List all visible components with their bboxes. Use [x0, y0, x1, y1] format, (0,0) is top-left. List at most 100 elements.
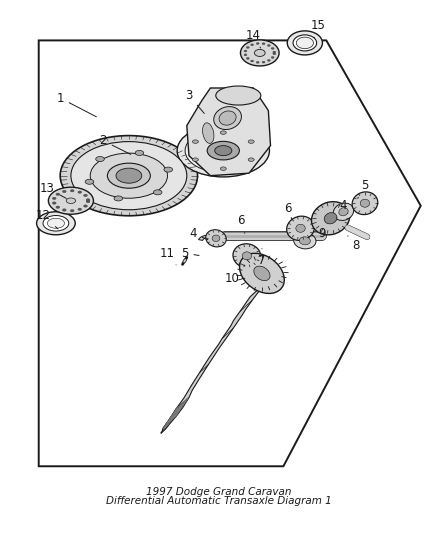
Text: 5: 5	[358, 179, 369, 198]
Ellipse shape	[220, 167, 226, 171]
Text: 12: 12	[35, 209, 58, 229]
Ellipse shape	[267, 59, 270, 61]
Text: 3: 3	[185, 89, 204, 114]
Ellipse shape	[107, 163, 150, 188]
Ellipse shape	[299, 237, 311, 245]
Ellipse shape	[324, 213, 337, 224]
Text: Differential Automatic Transaxle Diagram 1: Differential Automatic Transaxle Diagram…	[106, 496, 332, 506]
Text: 10: 10	[224, 272, 245, 285]
Ellipse shape	[256, 61, 259, 63]
Ellipse shape	[296, 224, 305, 232]
Text: 2: 2	[99, 134, 131, 155]
Polygon shape	[39, 41, 421, 466]
Ellipse shape	[70, 190, 74, 192]
Ellipse shape	[360, 199, 370, 207]
Ellipse shape	[216, 86, 261, 105]
Ellipse shape	[220, 131, 226, 134]
Ellipse shape	[84, 205, 88, 207]
Ellipse shape	[78, 208, 82, 211]
Ellipse shape	[273, 53, 276, 55]
Ellipse shape	[62, 209, 66, 211]
Ellipse shape	[47, 219, 64, 228]
Text: 6: 6	[284, 202, 292, 220]
Ellipse shape	[248, 140, 254, 143]
Polygon shape	[163, 397, 189, 429]
Polygon shape	[198, 235, 216, 240]
Ellipse shape	[206, 230, 226, 247]
Text: 1: 1	[57, 92, 96, 117]
Ellipse shape	[233, 244, 261, 268]
Text: 1997 Dodge Grand Caravan: 1997 Dodge Grand Caravan	[146, 487, 292, 497]
Ellipse shape	[296, 37, 314, 49]
Ellipse shape	[333, 203, 353, 221]
Ellipse shape	[293, 35, 317, 51]
Ellipse shape	[153, 190, 162, 195]
Ellipse shape	[116, 168, 142, 183]
Text: 4: 4	[336, 199, 347, 217]
Ellipse shape	[85, 179, 94, 184]
Ellipse shape	[271, 47, 274, 50]
Ellipse shape	[251, 60, 254, 62]
Ellipse shape	[311, 201, 350, 235]
Ellipse shape	[248, 158, 254, 161]
Ellipse shape	[244, 54, 247, 56]
Ellipse shape	[56, 193, 60, 196]
Ellipse shape	[84, 194, 88, 197]
Ellipse shape	[242, 252, 251, 260]
Text: 5: 5	[181, 247, 199, 260]
Ellipse shape	[271, 56, 274, 59]
Text: 8: 8	[348, 236, 360, 252]
Ellipse shape	[286, 216, 314, 240]
Ellipse shape	[240, 253, 284, 294]
Ellipse shape	[70, 209, 74, 212]
Ellipse shape	[90, 153, 167, 198]
Ellipse shape	[294, 233, 316, 249]
Ellipse shape	[60, 135, 198, 216]
Ellipse shape	[71, 142, 187, 210]
Text: 11: 11	[160, 247, 176, 265]
Ellipse shape	[254, 50, 265, 56]
Ellipse shape	[37, 212, 75, 235]
Ellipse shape	[43, 215, 69, 231]
Ellipse shape	[78, 191, 82, 193]
Ellipse shape	[183, 259, 186, 263]
Ellipse shape	[251, 44, 254, 46]
Ellipse shape	[240, 40, 279, 66]
Ellipse shape	[212, 235, 220, 241]
Ellipse shape	[86, 200, 90, 203]
Ellipse shape	[352, 192, 378, 215]
Ellipse shape	[254, 266, 270, 281]
Ellipse shape	[262, 43, 265, 45]
Text: 6: 6	[237, 214, 245, 233]
Ellipse shape	[339, 208, 348, 216]
Ellipse shape	[192, 140, 198, 143]
Ellipse shape	[135, 150, 144, 156]
Text: 4: 4	[190, 227, 208, 240]
Text: 9: 9	[312, 227, 326, 240]
Ellipse shape	[287, 31, 322, 55]
Ellipse shape	[203, 123, 214, 143]
Polygon shape	[187, 88, 271, 176]
Ellipse shape	[244, 50, 247, 52]
Ellipse shape	[267, 44, 270, 46]
Ellipse shape	[114, 196, 123, 201]
Ellipse shape	[86, 199, 90, 201]
Ellipse shape	[48, 187, 93, 214]
Ellipse shape	[52, 197, 56, 200]
Ellipse shape	[177, 124, 269, 177]
Ellipse shape	[219, 111, 236, 125]
Text: 15: 15	[310, 19, 325, 38]
Ellipse shape	[214, 107, 241, 130]
Ellipse shape	[273, 51, 276, 53]
Polygon shape	[161, 283, 265, 433]
Ellipse shape	[52, 202, 56, 204]
Ellipse shape	[62, 190, 66, 193]
Ellipse shape	[207, 141, 240, 160]
Ellipse shape	[246, 58, 249, 59]
Ellipse shape	[185, 128, 261, 173]
Ellipse shape	[164, 167, 173, 172]
Ellipse shape	[262, 61, 265, 63]
Ellipse shape	[246, 46, 249, 49]
Ellipse shape	[192, 158, 198, 161]
Text: 7: 7	[258, 248, 266, 268]
